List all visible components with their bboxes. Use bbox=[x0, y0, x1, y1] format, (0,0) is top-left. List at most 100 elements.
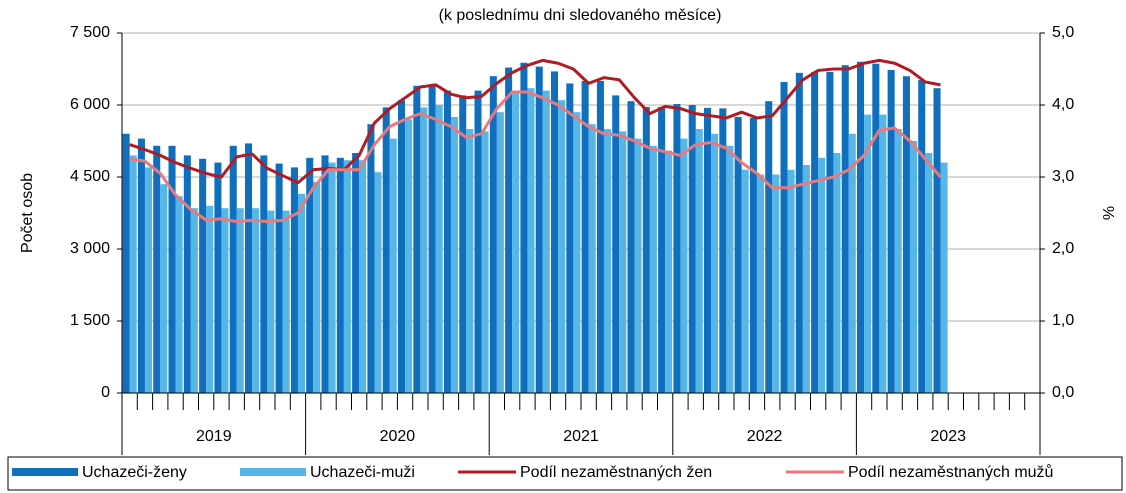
y-axis-label: Počet osob bbox=[19, 173, 36, 253]
year-label: 2022 bbox=[747, 428, 783, 445]
bar bbox=[405, 119, 413, 394]
bar bbox=[398, 100, 406, 393]
bar bbox=[190, 208, 198, 393]
chart-subtitle: (k poslednímu dni sledovaného měsíce) bbox=[439, 7, 722, 24]
bar bbox=[551, 71, 559, 394]
legend-label: Podíl nezaměstnaných žen bbox=[520, 464, 712, 481]
bar bbox=[711, 133, 719, 394]
bar bbox=[588, 124, 596, 393]
bar bbox=[183, 155, 191, 393]
bar bbox=[780, 81, 788, 394]
bar bbox=[673, 104, 681, 393]
bar bbox=[818, 157, 826, 393]
bar bbox=[359, 160, 367, 393]
bar bbox=[206, 205, 214, 393]
year-label: 2020 bbox=[380, 428, 416, 445]
bar bbox=[841, 65, 849, 393]
bar bbox=[267, 210, 275, 393]
y2-tick-label: 0,0 bbox=[1052, 384, 1074, 401]
bar bbox=[894, 129, 902, 393]
bar bbox=[795, 72, 803, 393]
legend-swatch bbox=[240, 468, 306, 476]
bar bbox=[726, 145, 734, 393]
bar bbox=[343, 160, 351, 393]
year-label: 2023 bbox=[930, 428, 966, 445]
y2-tick-label: 5,0 bbox=[1052, 24, 1074, 41]
bar bbox=[741, 169, 749, 393]
bar bbox=[772, 174, 780, 393]
bar bbox=[466, 129, 474, 393]
y2-tick-label: 3,0 bbox=[1052, 168, 1074, 185]
bar bbox=[765, 101, 773, 393]
bar bbox=[221, 208, 229, 393]
line-series bbox=[129, 90, 942, 224]
bar bbox=[175, 196, 183, 393]
bar bbox=[566, 83, 574, 394]
bar bbox=[918, 80, 926, 393]
bar bbox=[459, 95, 467, 394]
bar bbox=[704, 107, 712, 393]
bar bbox=[313, 181, 321, 393]
bar bbox=[496, 112, 504, 393]
bar bbox=[306, 157, 314, 393]
bar bbox=[864, 114, 872, 393]
bar bbox=[940, 162, 948, 393]
bar bbox=[443, 90, 451, 393]
bar bbox=[749, 117, 757, 394]
bar bbox=[649, 145, 657, 393]
bar bbox=[236, 208, 244, 393]
bar bbox=[290, 167, 298, 393]
bar bbox=[634, 138, 642, 393]
y2-tick-label: 4,0 bbox=[1052, 96, 1074, 113]
bar bbox=[328, 162, 336, 393]
legend-label: Uchazeči-ženy bbox=[82, 464, 187, 481]
bar bbox=[481, 131, 489, 393]
y-tick-label: 1 500 bbox=[70, 312, 110, 329]
bar bbox=[833, 153, 841, 393]
bar bbox=[160, 184, 168, 393]
bar bbox=[619, 131, 627, 393]
bar bbox=[435, 105, 443, 393]
bar bbox=[872, 63, 880, 393]
bar bbox=[688, 105, 696, 393]
bar bbox=[413, 85, 421, 394]
bar bbox=[520, 62, 528, 393]
bar bbox=[214, 162, 222, 393]
bar bbox=[122, 133, 130, 394]
y2-tick-label: 1,0 bbox=[1052, 312, 1074, 329]
bar bbox=[450, 117, 458, 393]
bar bbox=[558, 100, 566, 393]
bar bbox=[129, 155, 137, 393]
bar bbox=[512, 90, 520, 393]
bar bbox=[887, 69, 895, 394]
year-label: 2021 bbox=[563, 428, 599, 445]
y-tick-label: 6 000 bbox=[70, 96, 110, 113]
y2-axis-label: % bbox=[1101, 206, 1118, 220]
legend-swatch bbox=[12, 468, 78, 476]
bar bbox=[596, 81, 604, 393]
bar bbox=[275, 163, 283, 393]
legend-label: Podíl nezaměstnaných mužů bbox=[848, 463, 1053, 481]
bar bbox=[382, 107, 390, 394]
bar bbox=[902, 76, 910, 393]
bar bbox=[505, 67, 513, 393]
bar bbox=[658, 106, 666, 394]
bar bbox=[603, 129, 611, 393]
bar bbox=[535, 66, 543, 393]
bar bbox=[137, 138, 145, 393]
bar bbox=[527, 88, 535, 393]
bar bbox=[857, 61, 865, 394]
bar bbox=[489, 76, 497, 393]
bar bbox=[719, 108, 727, 394]
bar bbox=[848, 133, 856, 394]
y-tick-label: 3 000 bbox=[70, 240, 110, 257]
bar bbox=[474, 90, 482, 393]
bar bbox=[367, 124, 375, 393]
bar bbox=[573, 112, 581, 393]
bar bbox=[321, 155, 329, 393]
bar bbox=[199, 158, 207, 393]
bar bbox=[642, 106, 650, 394]
bar bbox=[933, 88, 941, 393]
bar bbox=[336, 157, 344, 393]
bar bbox=[542, 90, 550, 393]
